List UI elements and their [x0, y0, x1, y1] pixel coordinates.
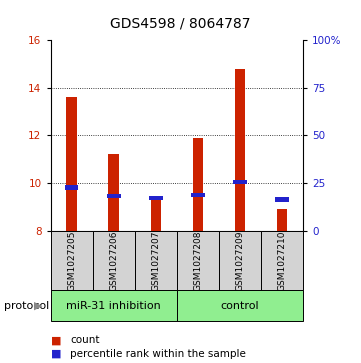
- Bar: [135, 231, 177, 290]
- Text: GDS4598 / 8064787: GDS4598 / 8064787: [110, 16, 251, 30]
- Text: ■: ■: [51, 335, 61, 346]
- Text: GSM1027210: GSM1027210: [278, 230, 287, 291]
- Bar: [277, 209, 287, 231]
- Text: GSM1027207: GSM1027207: [151, 230, 160, 291]
- Bar: [177, 231, 219, 290]
- Bar: [191, 193, 205, 197]
- Bar: [65, 185, 78, 190]
- Bar: [93, 231, 135, 290]
- Text: count: count: [70, 335, 100, 346]
- Bar: [66, 97, 77, 231]
- Bar: [177, 290, 303, 321]
- Text: percentile rank within the sample: percentile rank within the sample: [70, 349, 246, 359]
- Text: GSM1027205: GSM1027205: [67, 230, 76, 291]
- Bar: [193, 138, 203, 231]
- Bar: [108, 154, 119, 231]
- Bar: [149, 196, 163, 200]
- Text: GSM1027206: GSM1027206: [109, 230, 118, 291]
- Bar: [235, 69, 245, 231]
- Text: GSM1027209: GSM1027209: [236, 230, 244, 291]
- Bar: [233, 180, 247, 184]
- Bar: [51, 290, 177, 321]
- Text: control: control: [221, 301, 259, 311]
- Text: miR-31 inhibition: miR-31 inhibition: [66, 301, 161, 311]
- Bar: [51, 231, 93, 290]
- Text: GSM1027208: GSM1027208: [193, 230, 203, 291]
- Text: ■: ■: [51, 349, 61, 359]
- Text: protocol: protocol: [4, 301, 49, 311]
- Text: ▶: ▶: [34, 301, 42, 311]
- Bar: [107, 194, 121, 198]
- Bar: [261, 231, 303, 290]
- Bar: [219, 231, 261, 290]
- Bar: [275, 197, 289, 202]
- Bar: [151, 200, 161, 231]
